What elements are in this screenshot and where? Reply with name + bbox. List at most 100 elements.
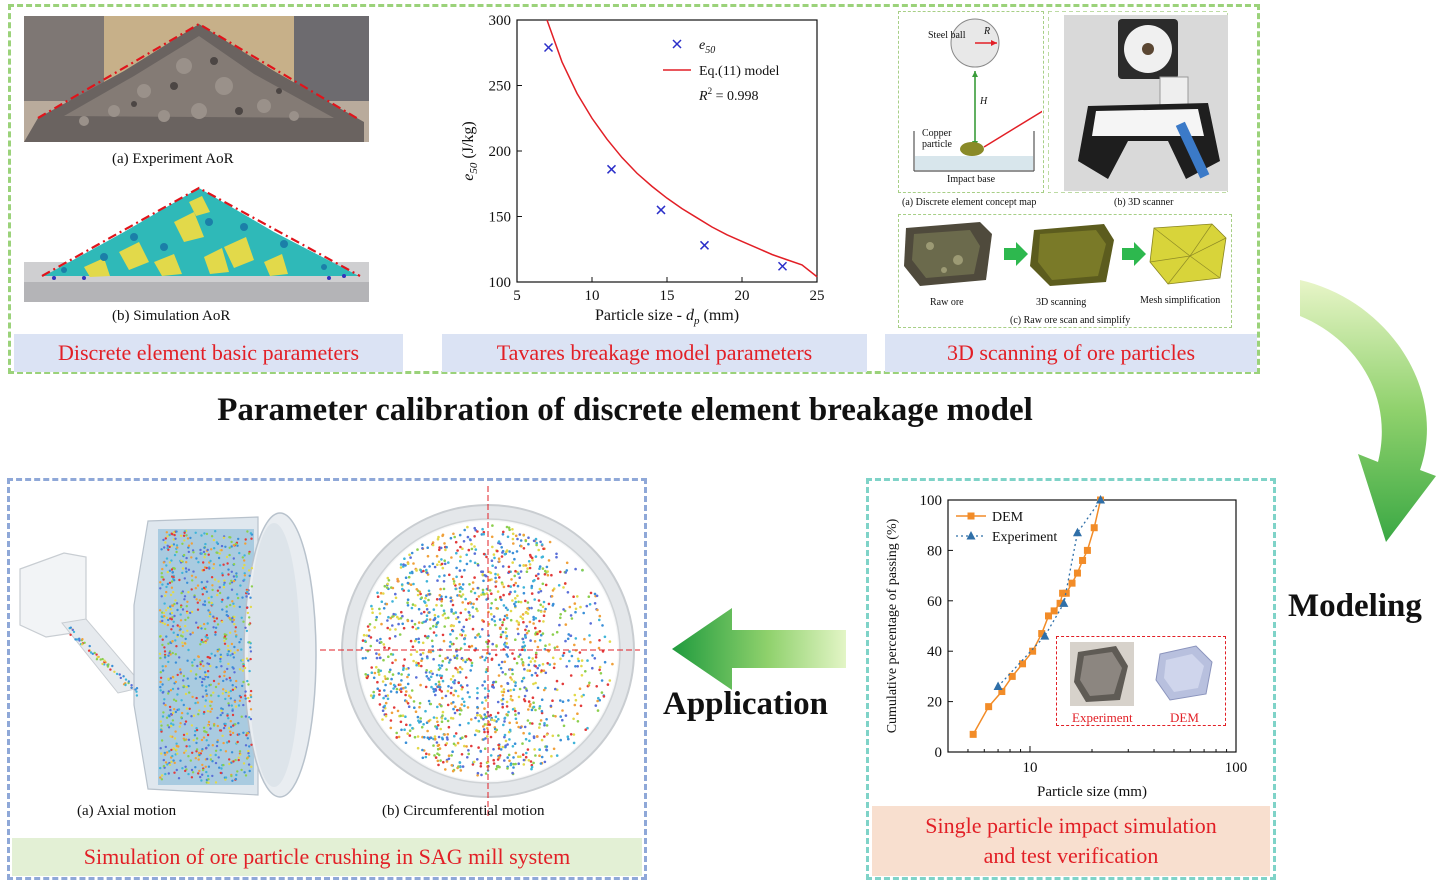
- dem-point: [1059, 589, 1067, 597]
- simulation-aor-caption: (b) Simulation AoR: [112, 308, 231, 324]
- copper-particle-label: Copper particle: [922, 128, 952, 150]
- axial-motion-caption: (a) Axial motion: [77, 803, 177, 819]
- y-tick-label: 0: [935, 745, 943, 761]
- x-axis-label: Particle size - dp (mm): [595, 307, 739, 327]
- modeling-label: Modeling: [1288, 588, 1422, 624]
- modeling-curved-arrow: [1300, 280, 1436, 542]
- e50-point: [543, 42, 554, 53]
- experiment-point: [1096, 495, 1106, 504]
- r2-annotation: R2 = 0.998: [698, 86, 758, 104]
- experiment-point: [993, 681, 1003, 690]
- x-tick-label: 20: [735, 288, 750, 304]
- concept-map-diagram: [913, 18, 1042, 172]
- impact-verification-panel: [866, 478, 1276, 880]
- experiment-point: [1072, 527, 1082, 537]
- circumferential-motion-caption: (b) Circumferential motion: [382, 803, 545, 819]
- top-panel: [8, 4, 1260, 374]
- y-tick-label: 100: [920, 493, 943, 509]
- experiment-point: [1059, 598, 1069, 607]
- sag-mill-panel: [7, 478, 647, 880]
- y-tick-label: 200: [489, 144, 512, 160]
- e50-point: [699, 240, 710, 250]
- chart2-legend: DEM Experiment: [956, 510, 1057, 545]
- axial-motion-image: [19, 512, 317, 798]
- main-title: Parameter calibration of discrete elemen…: [217, 392, 1033, 428]
- dem-point: [1045, 612, 1053, 620]
- dem-point: [1083, 546, 1091, 554]
- e50-point: [656, 205, 666, 215]
- e50-point: [777, 261, 788, 271]
- raw-ore-label: Raw ore: [930, 297, 964, 308]
- circumferential-motion-image: [341, 504, 635, 798]
- radius-label: R: [984, 26, 991, 37]
- x-tick-label: 25: [810, 288, 825, 304]
- height-label: H: [980, 96, 988, 107]
- application-label: Application: [663, 686, 829, 722]
- dem-point: [1038, 630, 1046, 638]
- x-tick-label: 10: [585, 288, 600, 304]
- concept-map-frame: [898, 11, 1044, 193]
- 3d-scanner-photo: [1048, 11, 1228, 193]
- x-tick-label: 10: [1022, 760, 1037, 776]
- y-tick-label: 150: [489, 210, 512, 226]
- scanner-caption: (b) 3D scanner: [1114, 197, 1174, 208]
- inset-frame: [1056, 636, 1226, 726]
- impact-bar-line1: Single particle impact simulation: [925, 813, 1217, 838]
- dem-point: [1029, 647, 1037, 655]
- impact-base-label: Impact base: [947, 174, 996, 185]
- discrete-element-parameters-bar: Discrete element basic parameters: [14, 334, 403, 372]
- y-tick-label: 100: [489, 275, 512, 291]
- experiment-aor-caption: (a) Experiment AoR: [112, 151, 234, 167]
- crosshair-lines: [320, 486, 640, 816]
- dem-point: [1079, 556, 1087, 564]
- y-axis-label: e50 (J/kg): [460, 121, 480, 180]
- dem-point: [1073, 569, 1081, 577]
- legend-model: Eq.(11) model: [699, 64, 779, 79]
- dem-point: [1090, 524, 1098, 532]
- dem-point: [1019, 660, 1027, 668]
- x-tick-label: 5: [513, 288, 521, 304]
- dem-point: [985, 703, 993, 711]
- dem-point: [969, 730, 977, 738]
- impact-bar-line2: and test verification: [983, 843, 1159, 868]
- sag-mill-bar: Simulation of ore particle crushing in S…: [12, 838, 642, 876]
- 3d-scanning-label: 3D scanning: [1036, 297, 1087, 308]
- inset-experiment-label: Experiment: [1072, 710, 1133, 725]
- experiment-point: [1040, 631, 1050, 640]
- dem-point: [1050, 607, 1058, 615]
- plot-frame: [516, 19, 818, 283]
- x-axis-label: Particle size (mm): [1037, 784, 1147, 800]
- y-axis-label: Cumulative percentage of passing (%): [885, 518, 900, 733]
- mesh-simplification-label: Mesh simplification: [1140, 295, 1221, 306]
- application-arrow: [672, 608, 846, 690]
- dem-point: [1068, 579, 1076, 587]
- y-tick-label: 60: [927, 594, 942, 610]
- scan-process-images: [904, 222, 1227, 286]
- y-tick-label: 20: [927, 695, 942, 711]
- x-tick-label: 15: [660, 288, 675, 304]
- x-tick-label: 100: [1225, 760, 1248, 776]
- impact-verification-bar: Single particle impact simulation and te…: [872, 806, 1270, 876]
- y-tick-label: 80: [927, 543, 942, 559]
- concept-map-caption: (a) Discrete element concept map: [902, 197, 1037, 208]
- dem-point: [1056, 599, 1064, 607]
- tavares-parameters-bar: Tavares breakage model parameters: [442, 334, 867, 372]
- y-tick-label: 250: [489, 79, 512, 95]
- steel-ball-label: Steel ball: [928, 30, 966, 41]
- legend-e50: e50: [699, 38, 715, 56]
- cumulative-passing-chart: 10 100 0 20 40 60 80 100 Particle size (mm) Cumul…: [885, 493, 1248, 800]
- model-curve: [546, 19, 818, 278]
- scan-process-frame: [898, 214, 1232, 328]
- y-tick-label: 40: [927, 644, 942, 660]
- e50-point: [606, 164, 617, 174]
- simulation-aor-image: [24, 186, 369, 302]
- inset-particles: [1070, 642, 1213, 706]
- y-tick-label: 300: [489, 13, 512, 29]
- chart1-legend: e50 Eq.(11) model R2 = 0.998: [663, 38, 779, 104]
- legend-dem: DEM: [992, 510, 1024, 525]
- dem-point: [998, 688, 1006, 696]
- 3d-scanning-bar: 3D scanning of ore particles: [885, 334, 1257, 372]
- inset-dem-label: DEM: [1170, 710, 1199, 725]
- experiment-aor-photo: [24, 16, 369, 142]
- legend-experiment: Experiment: [992, 530, 1057, 545]
